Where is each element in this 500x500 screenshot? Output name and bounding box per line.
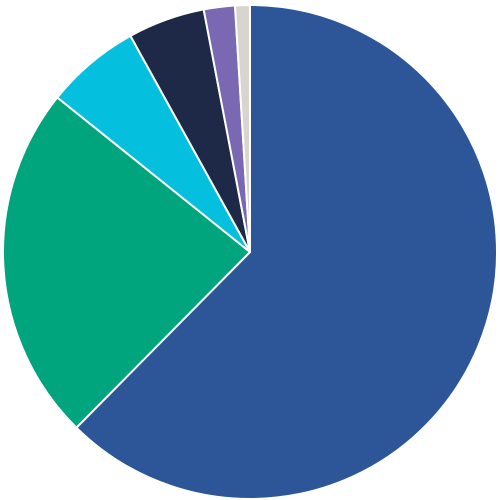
pie-slice-2 [1,96,251,429]
pie-slice-1 [75,4,498,500]
pie-slices [1,4,498,500]
pie-slice-6 [233,4,251,253]
